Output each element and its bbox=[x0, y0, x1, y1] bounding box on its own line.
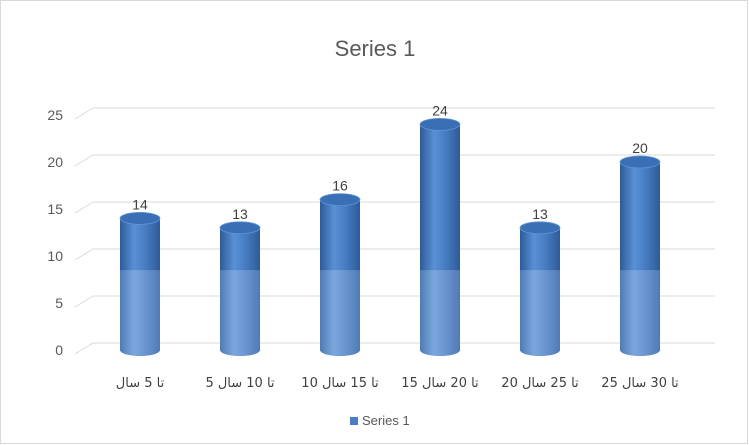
x-tick-label: تا 5 سال bbox=[116, 376, 165, 391]
data-label: 14 bbox=[132, 196, 148, 212]
y-tick-label: 5 bbox=[55, 295, 63, 311]
y-tick-label: 20 bbox=[47, 154, 63, 170]
grid-line bbox=[74, 107, 715, 120]
x-tick-label: 10 تا 15 سال bbox=[301, 376, 379, 391]
x-tick-label: 20 تا 25 سال bbox=[501, 376, 579, 391]
data-label: 24 bbox=[432, 102, 448, 118]
data-label: 16 bbox=[332, 178, 348, 194]
bar bbox=[519, 221, 561, 356]
legend-swatch bbox=[350, 417, 358, 425]
grid-line bbox=[74, 248, 715, 261]
grid-line bbox=[74, 342, 715, 355]
chart-title: Series 1 bbox=[335, 36, 416, 61]
x-tick-label: 25 تا 30 سال bbox=[601, 376, 679, 391]
data-label: 13 bbox=[532, 206, 548, 222]
x-axis-labels: تا 5 سال 5 تا 10 سال 10 تا 15 سال 15 تا 20 … bbox=[116, 376, 679, 391]
bar bbox=[319, 193, 361, 356]
x-tick-label: 5 تا 10 سال bbox=[205, 376, 274, 391]
data-label: 13 bbox=[232, 206, 248, 222]
x-tick-label: 15 تا 20 سال bbox=[401, 376, 479, 391]
grid-lines bbox=[74, 107, 715, 355]
legend-label: Series 1 bbox=[362, 413, 410, 428]
bar bbox=[219, 221, 261, 356]
bar bbox=[419, 118, 461, 357]
y-tick-label: 25 bbox=[47, 107, 63, 123]
grid-line bbox=[74, 201, 715, 214]
grid-line bbox=[74, 154, 715, 167]
data-labels: 14 13 16 24 13 20 bbox=[132, 102, 648, 221]
grid-line bbox=[74, 295, 715, 308]
y-tick-label: 10 bbox=[47, 248, 63, 264]
bar bbox=[119, 211, 161, 356]
bar bbox=[619, 155, 661, 356]
bars bbox=[119, 118, 661, 357]
y-tick-label: 15 bbox=[47, 201, 63, 217]
y-axis-ticks: 0 5 10 15 20 25 bbox=[47, 107, 63, 358]
data-label: 20 bbox=[632, 140, 648, 156]
legend: Series 1 bbox=[350, 413, 410, 428]
y-tick-label: 0 bbox=[55, 342, 63, 358]
